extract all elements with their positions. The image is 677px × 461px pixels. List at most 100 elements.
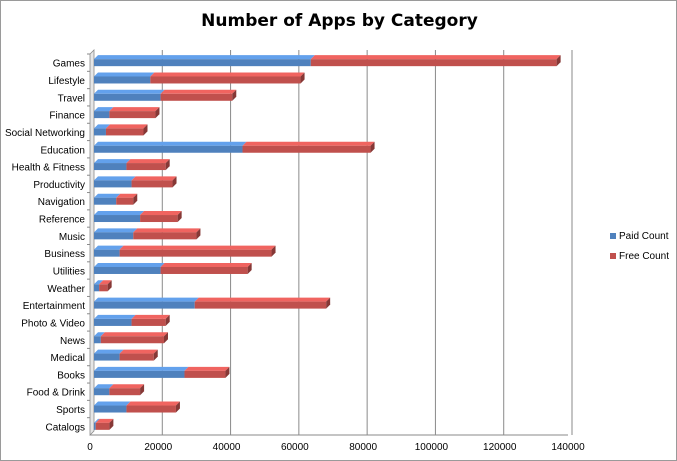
bar-free: [116, 193, 138, 205]
bar-top-face: [131, 314, 170, 319]
bar-end-face: [153, 349, 158, 361]
x-tick-label: 20000: [144, 442, 172, 453]
category-label: Entertainment: [23, 301, 85, 312]
bar-end-face: [196, 228, 201, 240]
bar-front-face: [94, 215, 141, 223]
bar-front-face: [94, 388, 110, 396]
category-label: Food & Drink: [27, 388, 86, 399]
bar-front-face: [94, 422, 96, 430]
bar-end-face: [556, 55, 561, 67]
bar-end-face: [271, 245, 276, 257]
category-label: Business: [44, 249, 85, 260]
bar-front-face: [95, 422, 110, 430]
category-label: Utilities: [53, 266, 85, 277]
bar-free: [160, 262, 252, 274]
bar-front-face: [94, 353, 120, 361]
category-label: Games: [53, 59, 85, 70]
bar-paid: [94, 124, 110, 136]
bar-top-face: [94, 193, 121, 198]
bar-front-face: [119, 249, 272, 257]
bar-free: [109, 107, 160, 119]
bar-top-face: [94, 384, 114, 389]
bar-free: [126, 159, 170, 171]
bar-front-face: [310, 59, 557, 67]
bar-top-face: [94, 141, 247, 146]
bar-front-face: [94, 197, 117, 205]
bar-top-face: [100, 332, 168, 337]
bar-front-face: [94, 405, 127, 413]
bar-front-face: [160, 93, 233, 101]
bar-end-face: [140, 384, 145, 396]
bar-free: [95, 418, 114, 430]
bar-top-face: [94, 401, 131, 406]
bar-paid: [94, 262, 165, 274]
bar-top-face: [119, 349, 158, 354]
bar-top-face: [133, 228, 201, 233]
category-label: Photo & Video: [21, 318, 85, 329]
x-tick-label: 60000: [281, 442, 309, 453]
bar-free: [194, 297, 331, 309]
bar-paid: [94, 193, 121, 205]
category-label: Lifestyle: [48, 76, 85, 87]
bar-front-face: [94, 145, 243, 153]
bar-top-face: [109, 107, 160, 112]
bar-free: [99, 280, 112, 292]
x-tick-label: 120000: [483, 442, 517, 453]
category-label: Catalogs: [46, 422, 85, 433]
bar-free: [160, 89, 237, 101]
category-label: Health & Fitness: [12, 163, 85, 174]
bar-free: [310, 55, 561, 67]
category-label: Reference: [39, 215, 86, 226]
bar-front-face: [94, 301, 195, 309]
bar-end-face: [326, 297, 331, 309]
bar-top-face: [94, 314, 136, 319]
bar-paid: [94, 366, 189, 378]
bar-front-face: [94, 128, 106, 136]
bar-end-face: [163, 332, 168, 344]
x-tick-label: 100000: [415, 442, 449, 453]
bar-paid: [94, 280, 104, 292]
bar-front-face: [105, 128, 144, 136]
bar-top-face: [94, 332, 105, 337]
bar-paid: [94, 418, 100, 430]
bar-end-face: [109, 418, 114, 430]
x-tick-label: 0: [87, 442, 93, 453]
bar-front-face: [133, 232, 197, 240]
category-label: Productivity: [33, 180, 85, 191]
bar-top-face: [242, 141, 375, 146]
bar-end-face: [172, 176, 177, 188]
bar-top-face: [94, 55, 315, 60]
bar-top-face: [160, 89, 237, 94]
category-label: Sports: [56, 405, 85, 416]
bar-end-face: [370, 141, 375, 153]
bar-top-face: [126, 159, 170, 164]
bar-free: [150, 72, 305, 84]
bar-front-face: [94, 76, 151, 84]
bar-top-face: [94, 349, 124, 354]
bar-front-face: [94, 266, 161, 274]
bar-end-face: [143, 124, 148, 136]
bar-free: [119, 349, 158, 361]
bar-front-face: [94, 336, 101, 344]
bar-front-face: [100, 336, 164, 344]
bar-front-face: [94, 180, 132, 188]
bar-end-face: [165, 159, 170, 171]
bar-top-face: [94, 107, 114, 112]
bar-top-face: [109, 384, 145, 389]
bar-end-face: [177, 211, 182, 223]
bar-top-face: [105, 124, 148, 129]
bar-free: [133, 228, 201, 240]
category-label: Navigation: [38, 197, 85, 208]
bar-paid: [94, 349, 124, 361]
bar-top-face: [94, 280, 104, 285]
bar-top-face: [131, 176, 177, 181]
category-label: Education: [41, 145, 85, 156]
bar-front-face: [116, 197, 134, 205]
bar-top-face: [94, 418, 100, 423]
bar-paid: [94, 89, 165, 101]
category-label: Weather: [47, 284, 85, 295]
bar-top-face: [94, 245, 124, 250]
category-label: Finance: [49, 111, 85, 122]
